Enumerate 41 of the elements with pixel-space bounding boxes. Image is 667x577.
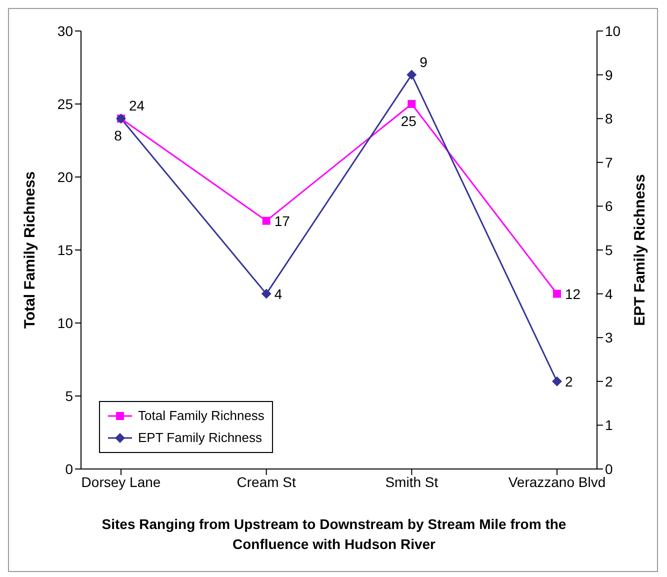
- y2-tick-label: 4: [605, 286, 613, 302]
- x-tick-label: Dorsey Lane: [81, 474, 161, 490]
- y2-axis-title: EPT Family Richness: [631, 174, 648, 326]
- data-label: 17: [274, 212, 290, 229]
- point: [262, 216, 270, 225]
- y-tick-label: 5: [65, 388, 74, 404]
- data-label: 2: [565, 373, 573, 390]
- y2-tick-label: 8: [605, 110, 613, 127]
- legend-label: EPT Family Richness: [138, 429, 262, 447]
- y-tick-label: 25: [57, 96, 74, 112]
- data-label: 9: [420, 54, 428, 70]
- y-tick-label: 10: [57, 314, 74, 331]
- y2-tick-label: 7: [605, 154, 613, 170]
- point: [261, 288, 272, 299]
- data-label: 4: [274, 286, 282, 302]
- data-label: 25: [400, 113, 417, 129]
- data-label: 24: [129, 98, 145, 114]
- x-tick-label: Cream St: [236, 474, 296, 490]
- point: [552, 376, 562, 386]
- y-tick-label: 20: [57, 168, 74, 185]
- y2-tick-label: 2: [605, 373, 613, 390]
- x-axis-title: Sites Ranging from Upstream to Downstream by Stream Mile from the Confluence with Hudson River: [100, 515, 568, 554]
- x-tick-label: Verazzano Blvd: [508, 474, 606, 490]
- point: [406, 70, 417, 80]
- y2-tick-label: 9: [605, 66, 613, 83]
- y2-tick-label: 3: [605, 330, 613, 346]
- x-tick-label: Smith St: [385, 474, 438, 490]
- y-axis-title: Total Family Richness: [21, 171, 38, 329]
- point: [408, 100, 416, 108]
- y-tick-label: 0: [65, 460, 74, 477]
- point: [553, 290, 561, 298]
- y2-tick-label: 6: [605, 198, 613, 214]
- legend-label: Total Family Richness: [138, 407, 264, 425]
- data-label: 12: [565, 286, 581, 302]
- y2-tick-label: 1: [605, 417, 613, 434]
- y2-tick-label: 0: [605, 460, 613, 477]
- y-tick-label: 30: [57, 22, 74, 39]
- y2-tick-label: 5: [605, 242, 613, 258]
- data-label: 8: [114, 128, 122, 144]
- y2-tick-label: 10: [605, 22, 621, 39]
- y-tick-label: 15: [57, 242, 74, 258]
